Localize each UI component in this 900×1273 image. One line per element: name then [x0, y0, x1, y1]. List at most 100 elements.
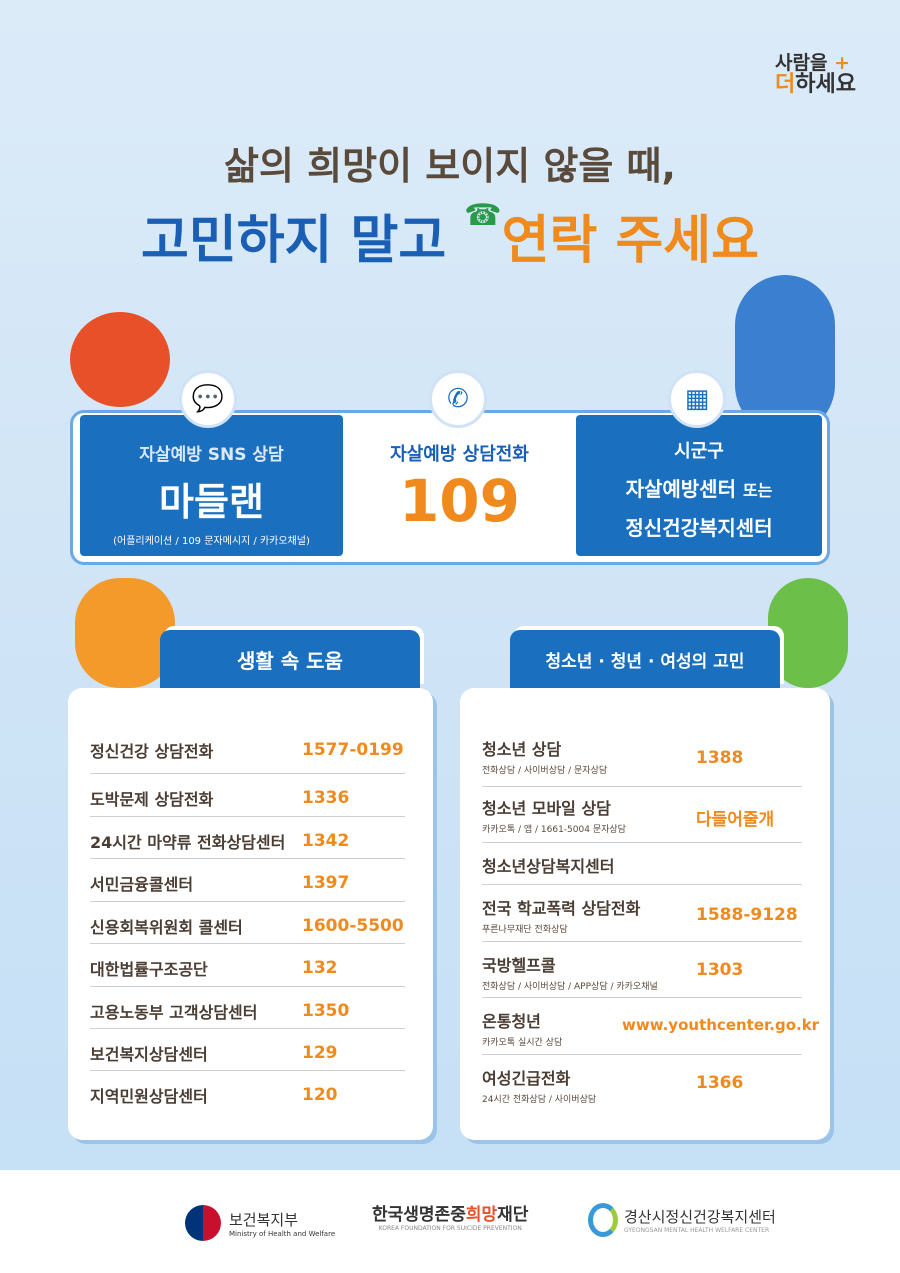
phone-counsel: 자살예방 상담전화 109 [343, 440, 576, 536]
item-sub: 전화상담 / 사이버상담 / 문자상담 [482, 766, 608, 776]
item-sub: 카카오톡 / 앱 / 1661-5004 문자상담 [482, 825, 626, 835]
item-number[interactable]: 132 [302, 958, 338, 978]
item-number[interactable]: 129 [302, 1043, 338, 1063]
youth-help-tab: 청소년 · 청년 · 여성의 고민 [510, 630, 780, 688]
item-number[interactable]: 1588-9128 [696, 905, 798, 925]
item-sub: 전화상담 / 사이버상담 / APP상담 / 카카오채널 [482, 982, 658, 992]
list-item: 정신건강 상담전화 1577-0199 [90, 738, 405, 774]
item-number[interactable]: 1303 [696, 960, 744, 980]
local-center-box: 시군구 자살예방센터 또는 정신건강복지센터 [576, 415, 822, 556]
item-name: 보건복지상담센터 [90, 1045, 208, 1064]
list-item: 도박문제 상담전화 1336 [90, 774, 405, 817]
item-number[interactable]: 다들어줄개 [696, 810, 775, 830]
item-name: 대한법률구조공단 [90, 960, 208, 979]
mascot-red-icon [70, 312, 170, 407]
gmhwc-icon [588, 1203, 618, 1237]
phone-icon: ☎ [464, 198, 502, 233]
item-name: 청소년 모바일 상담 [482, 799, 611, 818]
life-help-tab: 생활 속 도움 [160, 630, 420, 688]
item-number[interactable]: 1577-0199 [302, 740, 404, 760]
item-number[interactable]: 1366 [696, 1073, 744, 1093]
life-help-card: 정신건강 상담전화 1577-0199 도박문제 상담전화 1336 24시간 마약… [68, 688, 433, 1140]
slogan-line2b: 하세요 [795, 72, 856, 97]
phone-icon: ✆ [429, 370, 487, 428]
item-name: 청소년 상담 [482, 740, 562, 759]
gmhwc-en: GYEONGSAN MENTAL HEALTH WELFARE CENTER [624, 1227, 770, 1234]
taegeuk-icon [185, 1205, 221, 1241]
campaign-slogan: 사람을 + 더하세요 [775, 52, 856, 96]
item-name: 전국 학교폭력 상담전화 [482, 899, 641, 918]
item-name: 도박문제 상담전화 [90, 790, 214, 809]
mascot-green-icon [768, 578, 848, 688]
phone-number[interactable]: 109 [398, 467, 521, 535]
item-sub: 카카오톡 실시간 상담 [482, 1038, 563, 1048]
list-item: 서민금융콜센터 1397 [90, 859, 405, 902]
item-number[interactable]: 1388 [696, 748, 744, 768]
list-item: 지역민원상담센터 120 [90, 1071, 405, 1113]
mohw-name: 보건복지부 [229, 1210, 299, 1229]
mascot-blue-icon [735, 275, 835, 435]
sns-note: (어플리케이션 / 109 문자메시지 / 카카오채널) [113, 536, 310, 547]
chat-bubbles-icon: 💬 [179, 370, 237, 428]
center-line3: 정신건강복지센터 [625, 516, 773, 540]
item-name: 청소년상담복지센터 [482, 857, 615, 876]
item-number[interactable]: 1350 [302, 1001, 350, 1021]
list-item: 청소년상담복지센터 [482, 843, 802, 885]
item-number[interactable]: 1342 [302, 831, 350, 851]
gmhwc-name: 경산시정신건강복지센터 [624, 1208, 776, 1226]
item-name: 신용회복위원회 콜센터 [90, 918, 243, 937]
slogan-line1: 사람을 [775, 52, 828, 74]
sns-counsel-box: 자살예방 SNS 상담 마들랜 (어플리케이션 / 109 문자메시지 / 카카… [80, 415, 343, 556]
plus-icon: + [834, 52, 851, 74]
footer: 보건복지부 Ministry of Health and Welfare 한국생명… [0, 1170, 900, 1273]
item-number[interactable]: 1336 [302, 788, 350, 808]
item-name: 지역민원상담센터 [90, 1087, 208, 1106]
item-sub: 24시간 전화상담 / 사이버상담 [482, 1095, 597, 1105]
list-item: 신용회복위원회 콜센터 1600-5500 [90, 902, 405, 944]
list-item: 보건복지상담센터 129 [90, 1029, 405, 1071]
mascot-dog-icon [75, 578, 175, 688]
sns-title: 자살예방 SNS 상담 [139, 445, 284, 465]
building-icon: ▦ [668, 370, 726, 428]
sns-name: 마들랜 [159, 480, 264, 524]
kfsp-name-a: 한국생명존중 [372, 1205, 466, 1225]
item-number[interactable]: 120 [302, 1085, 338, 1105]
item-number[interactable]: 1600-5500 [302, 916, 404, 936]
list-item: 24시간 마약류 전화상담센터 1342 [90, 817, 405, 859]
slogan-line2a: 더 [775, 72, 796, 97]
kfsp-name-c: 재단 [497, 1205, 529, 1225]
item-link[interactable]: www.youthcenter.go.kr [622, 1016, 820, 1034]
headline-orange: 연락 주세요 [501, 211, 759, 271]
list-item: 대한법률구조공단 132 [90, 944, 405, 987]
list-item: 고용노동부 고객상담센터 1350 [90, 987, 405, 1029]
item-name: 여성긴급전화 [482, 1069, 571, 1088]
headline-blue: 고민하지 말고 [141, 211, 447, 271]
headline-line1: 삶의 희망이 보이지 않을 때, [224, 144, 676, 188]
item-name: 24시간 마약류 전화상담센터 [90, 833, 286, 852]
item-name: 정신건강 상담전화 [90, 742, 214, 761]
mohw-logo: 보건복지부 Ministry of Health and Welfare [185, 1205, 335, 1241]
item-name: 국방헬프콜 [482, 956, 556, 975]
kfsp-en: KOREA FOUNDATION FOR SUICIDE PREVENTION [378, 1225, 522, 1232]
gmhwc-logo: 경산시정신건강복지센터 GYEONGSAN MENTAL HEALTH WELFA… [588, 1203, 776, 1237]
mohw-en: Ministry of Health and Welfare [229, 1229, 336, 1238]
item-number[interactable]: 1397 [302, 873, 350, 893]
item-sub: 푸른나무재단 전화상담 [482, 925, 568, 935]
headline-line2: 고민하지 말고 ☎연락 주세요 [0, 198, 900, 273]
center-line2: 자살예방센터 [625, 477, 736, 501]
list-item: 여성긴급전화 24시간 전화상담 / 사이버상담 1366 [482, 1055, 802, 1112]
item-name: 온통청년 [482, 1012, 541, 1031]
kfsp-name-b: 희망 [465, 1205, 498, 1225]
item-name: 고용노동부 고객상담센터 [90, 1003, 258, 1022]
phone-title: 자살예방 상담전화 [390, 444, 529, 465]
kfsp-logo: 한국생명존중희망재단 KOREA FOUNDATION FOR SUICIDE … [372, 1200, 528, 1232]
center-or: 또는 [742, 481, 773, 500]
item-name: 서민금융콜센터 [90, 875, 194, 894]
center-line1: 시군구 [674, 441, 724, 462]
